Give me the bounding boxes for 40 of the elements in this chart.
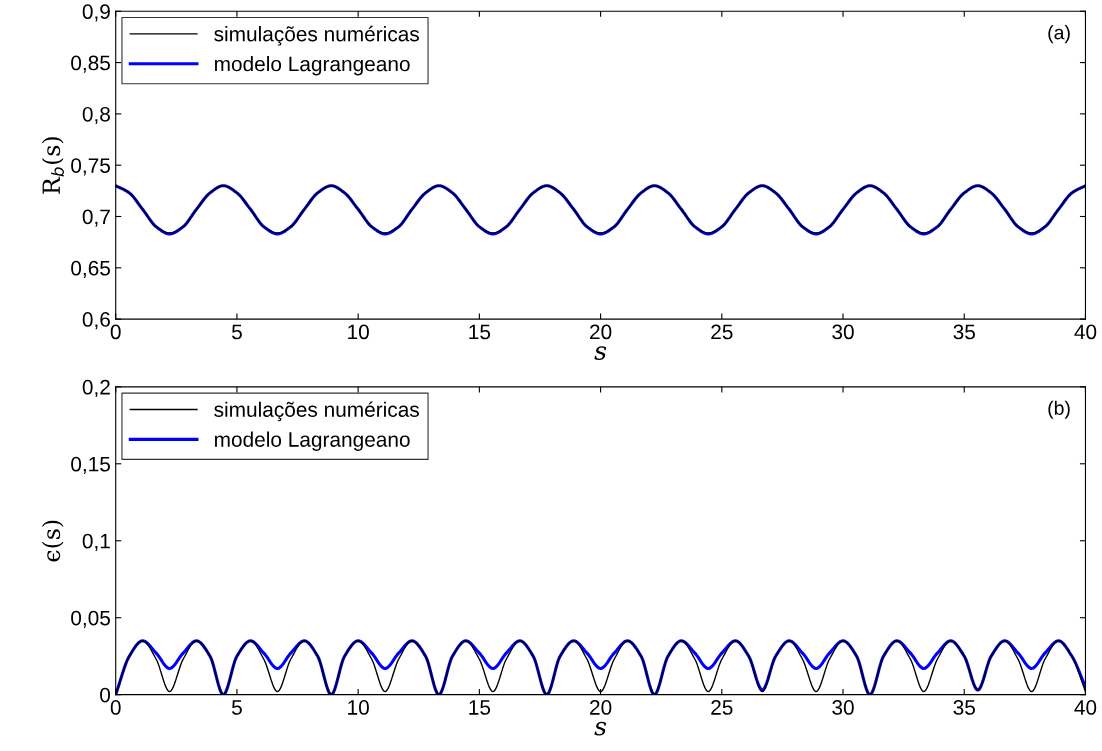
y-tick-label: 0,9	[82, 4, 110, 22]
y-tick-label: 0,65	[71, 260, 110, 279]
x-tick-label: 0	[110, 700, 121, 715]
legend-label: simulações numéricas	[214, 25, 419, 46]
legend-label: modelo Lagrangeano	[215, 56, 410, 76]
y-tick-label: 0,8	[82, 106, 110, 125]
legend-label: simulações numéricas	[214, 401, 419, 422]
y-tick-label: 0,7	[82, 209, 110, 227]
x-tick-label: 10	[348, 324, 369, 340]
x-tick-label: 30	[832, 324, 854, 340]
y-tick-label: 0,2	[82, 379, 110, 398]
x-tick-label: 5	[231, 700, 242, 715]
legend-label: modelo Lagrangeano	[215, 431, 410, 452]
x-tick-label: 15	[469, 324, 491, 340]
annotation: (b)	[1048, 400, 1070, 419]
x-tick-label: 20	[590, 700, 612, 715]
x-tick-label: 0	[110, 324, 121, 340]
y-tick-label: 0,85	[71, 55, 110, 73]
y-tick-label: 0,6	[82, 312, 110, 330]
x-axis-title: s	[594, 346, 607, 360]
x-tick-label: 35	[953, 324, 975, 340]
annotation: (a)	[1048, 25, 1070, 44]
x-tick-label: 25	[711, 700, 733, 715]
x-axis-title: s	[594, 721, 607, 736]
y-tick-label: 0,1	[82, 533, 110, 551]
y-tick-label: 0	[100, 687, 111, 703]
x-tick-label: 5	[231, 324, 242, 340]
x-tick-label: 25	[711, 324, 733, 340]
y-axis-title: ϵ(s)	[41, 520, 64, 562]
x-tick-label: 30	[832, 700, 854, 715]
y-tick-label: 0,05	[71, 610, 110, 628]
y-axis-title: R$_{b}$(s)	[41, 137, 64, 194]
y-tick-label: 0,75	[71, 158, 110, 176]
x-tick-label: 35	[953, 700, 975, 715]
x-tick-label: 40	[1074, 700, 1097, 715]
x-tick-label: 40	[1074, 324, 1097, 340]
x-tick-label: 15	[469, 700, 491, 715]
y-tick-label: 0,15	[71, 456, 110, 475]
x-tick-label: 10	[348, 700, 369, 715]
x-tick-label: 20	[590, 324, 612, 340]
